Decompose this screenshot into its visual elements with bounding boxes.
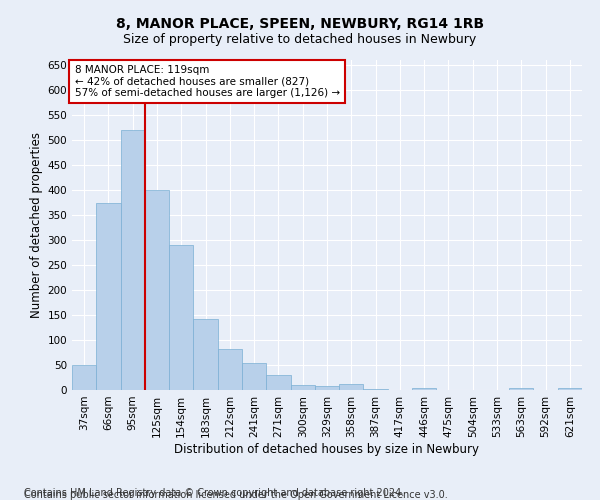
Bar — [266, 375, 290, 390]
Y-axis label: Number of detached properties: Number of detached properties — [30, 132, 43, 318]
Bar — [509, 388, 533, 390]
Text: Contains public sector information licensed under the Open Government Licence v3: Contains public sector information licen… — [24, 490, 448, 500]
Bar — [96, 202, 121, 390]
Bar — [242, 362, 266, 390]
Bar — [412, 388, 436, 390]
Bar — [218, 349, 242, 390]
Text: Size of property relative to detached houses in Newbury: Size of property relative to detached ho… — [124, 32, 476, 46]
Bar — [169, 245, 193, 390]
Bar — [558, 388, 582, 390]
Text: 8 MANOR PLACE: 119sqm
← 42% of detached houses are smaller (827)
57% of semi-det: 8 MANOR PLACE: 119sqm ← 42% of detached … — [74, 65, 340, 98]
Bar — [72, 365, 96, 390]
Text: 8, MANOR PLACE, SPEEN, NEWBURY, RG14 1RB: 8, MANOR PLACE, SPEEN, NEWBURY, RG14 1RB — [116, 18, 484, 32]
Bar — [364, 389, 388, 390]
X-axis label: Distribution of detached houses by size in Newbury: Distribution of detached houses by size … — [175, 442, 479, 456]
Bar — [121, 130, 145, 390]
Bar — [315, 386, 339, 390]
Bar — [193, 319, 218, 390]
Bar — [339, 384, 364, 390]
Bar — [290, 385, 315, 390]
Text: Contains HM Land Registry data © Crown copyright and database right 2024.: Contains HM Land Registry data © Crown c… — [24, 488, 404, 498]
Bar — [145, 190, 169, 390]
